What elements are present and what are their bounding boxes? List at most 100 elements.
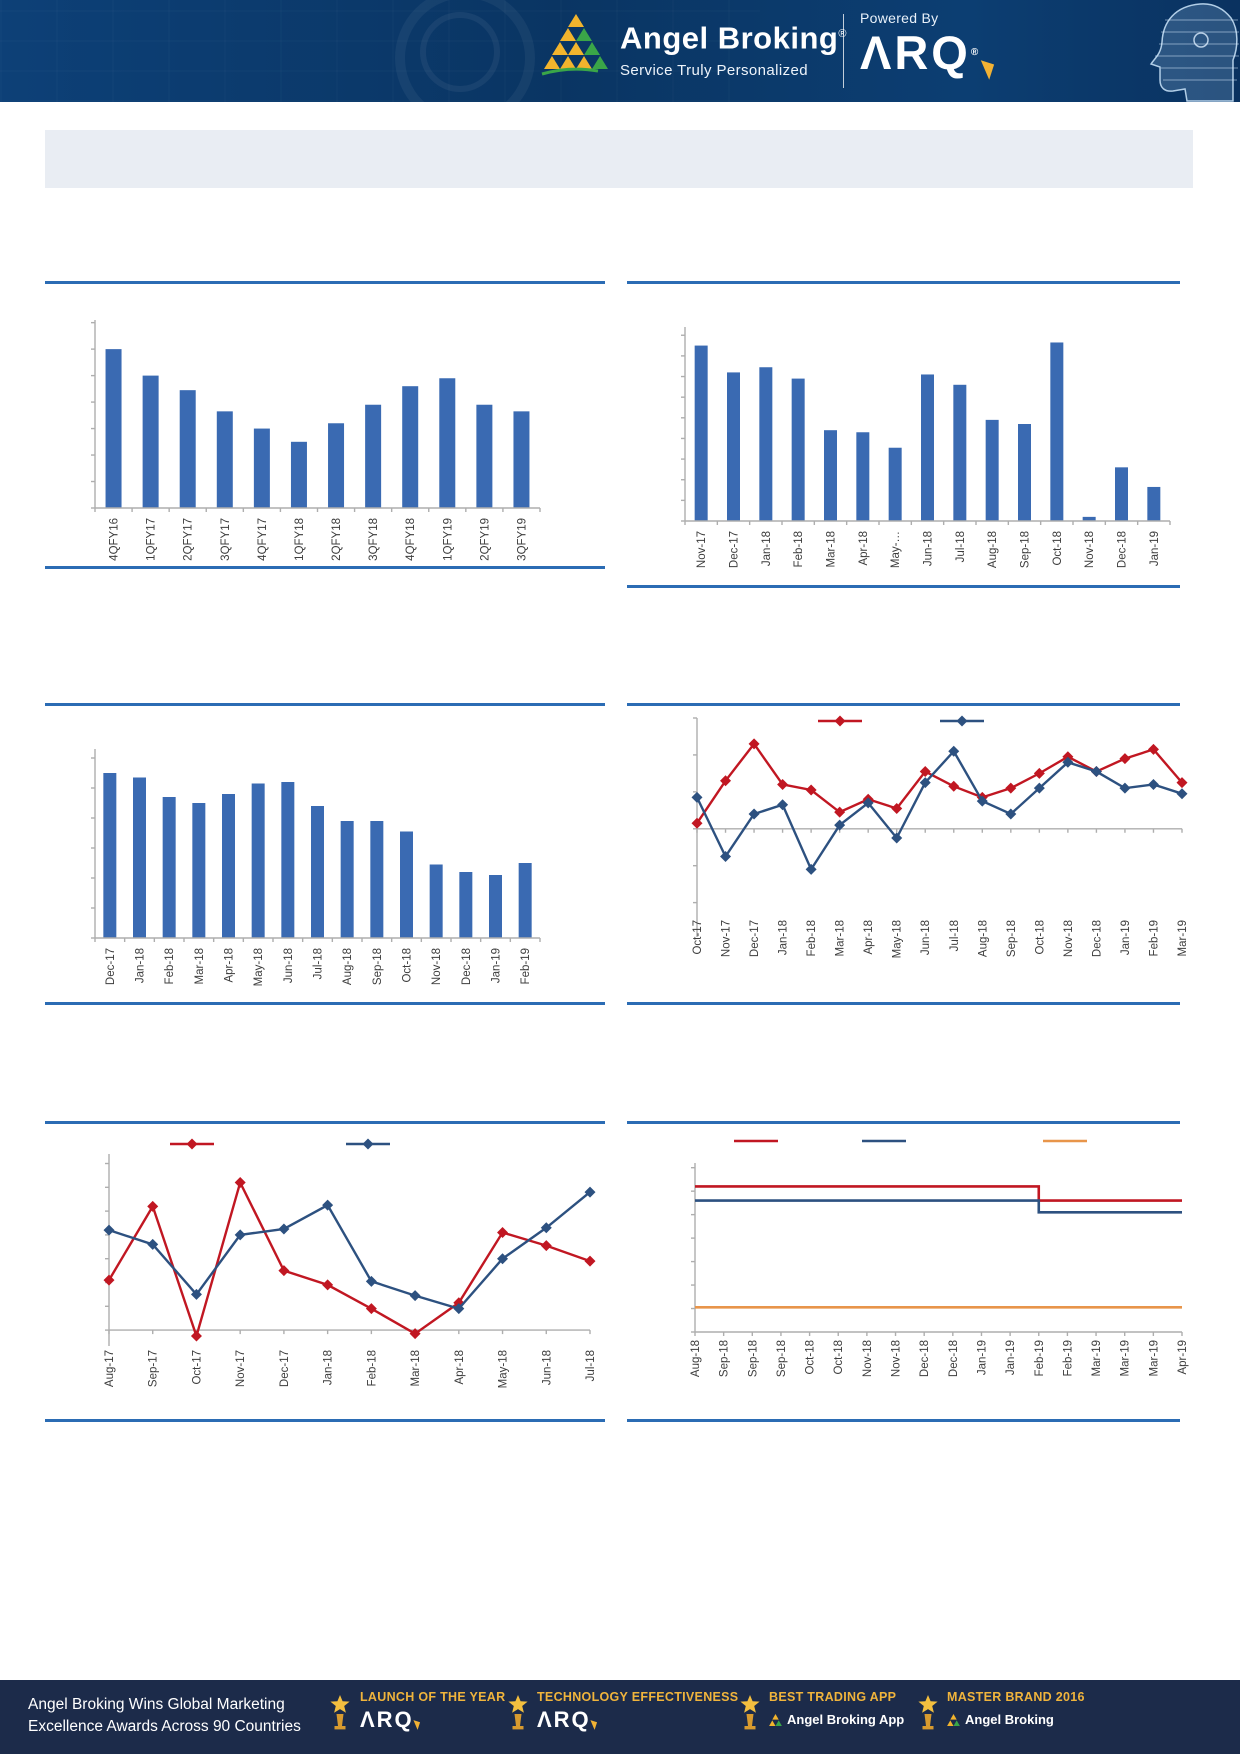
svg-text:Oct-18: Oct-18 [805, 1340, 817, 1375]
svg-text:Jan-18: Jan-18 [323, 1350, 335, 1385]
brand-name: Angel Broking® [620, 12, 847, 60]
svg-text:Jan-19: Jan-19 [976, 1340, 988, 1375]
svg-text:Dec-17: Dec-17 [749, 920, 761, 957]
svg-text:Dec-17: Dec-17 [729, 531, 741, 568]
chart-axes [91, 749, 541, 942]
line-series_red [691, 738, 1188, 829]
line-series_red [695, 1185, 1182, 1202]
svg-text:1QFY18: 1QFY18 [294, 518, 306, 561]
svg-text:Dec-18: Dec-18 [1117, 531, 1129, 568]
section-rule [45, 1419, 605, 1422]
svg-text:Dec-18: Dec-18 [1091, 920, 1103, 957]
svg-text:Aug-17: Aug-17 [104, 1350, 116, 1387]
svg-text:Jun-18: Jun-18 [920, 920, 932, 955]
line-series_red [103, 1177, 596, 1342]
arq-logo: ΛRQ® [860, 28, 995, 80]
svg-text:Nov-18: Nov-18 [1063, 920, 1075, 957]
section-rule [627, 281, 1180, 284]
svg-text:Nov-18: Nov-18 [891, 1340, 903, 1377]
svg-text:Feb-19: Feb-19 [520, 948, 532, 984]
svg-text:Feb-18: Feb-18 [806, 920, 818, 956]
svg-text:2QFY18: 2QFY18 [331, 518, 343, 561]
svg-text:Nov-18: Nov-18 [1084, 531, 1096, 568]
svg-text:Sep-18: Sep-18 [372, 948, 384, 985]
circuit-ring-decor [420, 12, 500, 92]
chart-monthly-two-line-chart-2: Aug-17 Sep-17 Oct-17 Nov-17 Dec-17 Jan-18 Feb-… [103, 1138, 597, 1388]
svg-text:Jun-18: Jun-18 [283, 948, 295, 983]
angel-broking-logo-icon [947, 1713, 960, 1726]
svg-text:3QFY19: 3QFY19 [516, 518, 528, 561]
svg-text:Dec-18: Dec-18 [461, 948, 473, 985]
svg-text:Nov-18: Nov-18 [862, 1340, 874, 1377]
footer-headline: Angel Broking Wins Global Marketing Exce… [28, 1696, 301, 1735]
trophy-icon [918, 1695, 938, 1730]
svg-text:Mar-18: Mar-18 [835, 920, 847, 956]
line-series_blue [695, 1199, 1182, 1214]
svg-text:Feb-18: Feb-18 [793, 531, 805, 567]
svg-text:Sep-18: Sep-18 [1006, 920, 1018, 957]
svg-text:Oct-18: Oct-18 [833, 1340, 845, 1375]
bar-series [105, 349, 530, 508]
circuit-ring-decor [395, 0, 535, 102]
angel-broking-logo-icon [541, 14, 608, 76]
svg-text:3QFY17: 3QFY17 [220, 518, 232, 561]
svg-text:Feb-19: Feb-19 [1148, 920, 1160, 956]
svg-text:Jul-18: Jul-18 [949, 920, 961, 951]
svg-text:Oct-17: Oct-17 [191, 1350, 203, 1385]
svg-text:Jan-19: Jan-19 [1149, 531, 1161, 566]
svg-text:Feb-18: Feb-18 [366, 1350, 378, 1386]
award-arq-logo: ΛRQ [360, 1708, 505, 1732]
svg-text:Mar-18: Mar-18 [826, 531, 838, 567]
svg-text:1QFY19: 1QFY19 [442, 518, 454, 561]
x-axis-labels: Oct-17 Nov-17 Dec-17 Jan-18 Feb-18 Mar-18 Apr-… [692, 920, 1189, 958]
award-arq-logo: ΛRQ [537, 1708, 738, 1732]
chart-monthly-two-line-chart: Oct-17 Nov-17 Dec-17 Jan-18 Feb-18 Mar-18 Apr-… [691, 715, 1189, 958]
chart-axes [691, 1163, 1183, 1336]
award-title: TECHNOLOGY EFFECTIVENESS [537, 1690, 739, 1704]
svg-text:May-18: May-18 [498, 1350, 510, 1388]
award-title: MASTER BRAND 2016 [947, 1690, 1085, 1704]
svg-text:Sep-18: Sep-18 [719, 1340, 731, 1377]
svg-text:Apr-18: Apr-18 [454, 1350, 466, 1385]
svg-text:May-18: May-18 [892, 920, 904, 958]
award-title: BEST TRADING APP [769, 1690, 897, 1704]
svg-text:Dec-18: Dec-18 [948, 1340, 960, 1377]
svg-text:Mar-19: Mar-19 [1091, 1340, 1103, 1376]
trophy-icon [508, 1695, 528, 1730]
line-series_blue [691, 745, 1188, 875]
svg-text:2QFY19: 2QFY19 [479, 518, 491, 561]
svg-text:Sep-18: Sep-18 [747, 1340, 759, 1377]
svg-text:3QFY18: 3QFY18 [368, 518, 380, 561]
svg-text:Jan-18: Jan-18 [778, 920, 790, 955]
svg-text:Jul-18: Jul-18 [585, 1350, 597, 1381]
svg-text:Oct-18: Oct-18 [1034, 920, 1046, 955]
svg-text:May-…: May-… [890, 531, 902, 568]
svg-text:Jun-18: Jun-18 [923, 531, 935, 566]
svg-text:4QFY17: 4QFY17 [257, 518, 269, 561]
svg-text:Dec-18: Dec-18 [919, 1340, 931, 1377]
x-axis-labels: Aug-18 Sep-18 Sep-18 Sep-18 Oct-18 Oct-18 Nov-… [690, 1340, 1189, 1377]
award-brand-label: Angel Broking [947, 1712, 1085, 1727]
section-rule [627, 1419, 1180, 1422]
trophy-icon [740, 1695, 760, 1730]
section-rule [627, 585, 1180, 588]
svg-text:Nov-17: Nov-17 [235, 1350, 247, 1387]
svg-text:Dec-17: Dec-17 [279, 1350, 291, 1387]
chart-weekly-three-line-step-chart: Aug-18 Sep-18 Sep-18 Sep-18 Oct-18 Oct-18 Nov-… [690, 1139, 1189, 1377]
section-rule [45, 1121, 605, 1124]
svg-text:Apr-18: Apr-18 [858, 531, 870, 566]
award-brand-label: Angel Broking App [769, 1712, 904, 1727]
svg-text:Sep-17: Sep-17 [148, 1350, 160, 1387]
chart-legend [170, 1138, 390, 1150]
svg-text:Sep-18: Sep-18 [776, 1340, 788, 1377]
svg-text:Feb-18: Feb-18 [164, 948, 176, 984]
svg-text:Jan-19: Jan-19 [1005, 1340, 1017, 1375]
award-master-brand-2016: MASTER BRAND 2016 Angel Broking [947, 1690, 1085, 1727]
chart-axes [105, 1154, 591, 1346]
svg-text:Nov-17: Nov-17 [696, 531, 708, 568]
brand-lockup: Angel Broking® Service Truly Personalize… [540, 12, 847, 79]
svg-text:Aug-18: Aug-18 [977, 920, 989, 957]
robot-head-graphic [1149, 3, 1239, 102]
